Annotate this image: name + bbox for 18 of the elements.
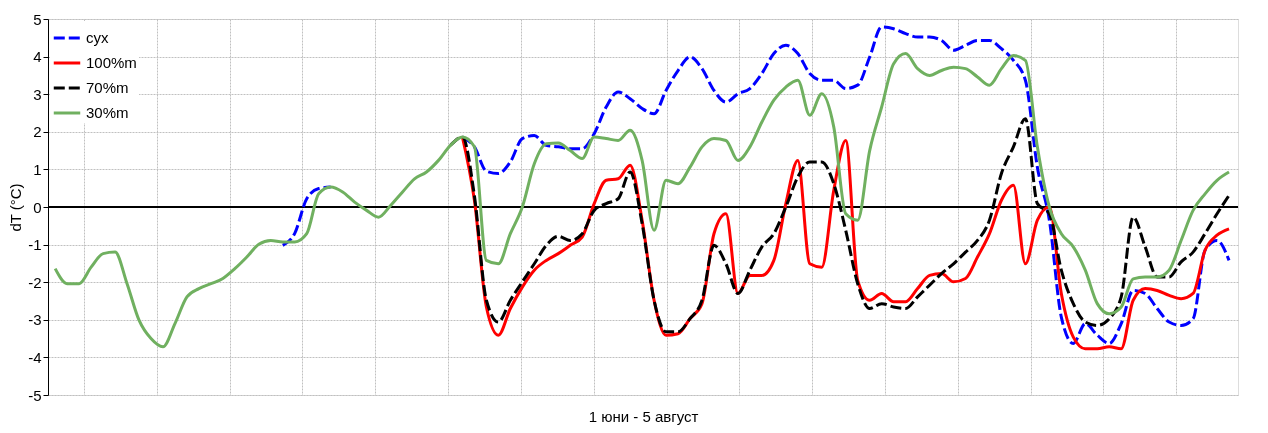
legend-label: 70%m [86,79,129,96]
y-tick-label: -4 [28,348,42,366]
y-tick-label: 5 [33,10,42,28]
y-axis-title: dT (°C) [7,183,25,232]
legend-label: сух [86,29,109,46]
y-tick-label: 4 [33,48,42,66]
y-tick-label: 1 [33,160,42,178]
y-tick-label: -2 [28,273,42,291]
legend-label: 100%m [86,54,137,71]
y-tick-label: 3 [33,85,42,103]
y-tick-label: -5 [28,386,42,404]
x-axis-title: 1 юни - 5 август [588,407,699,425]
line-series [53,52,1231,349]
y-tick-label: -3 [28,311,42,329]
legend-label: 30%m [86,104,129,121]
y-tick-label: 0 [33,198,42,216]
y-tick-label: -1 [28,236,42,254]
y-tick-label: 2 [33,123,42,141]
